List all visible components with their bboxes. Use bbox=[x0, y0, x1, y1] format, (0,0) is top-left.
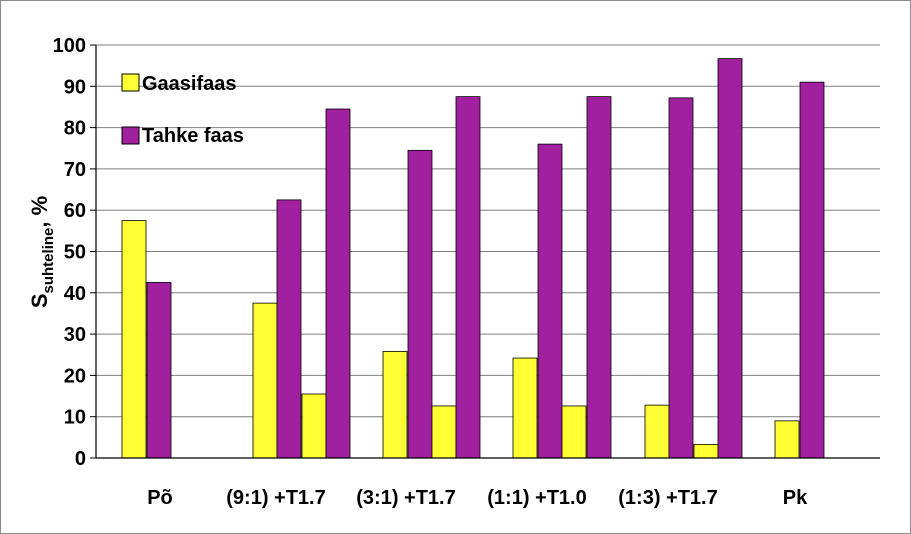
bar-gaasifaas bbox=[693, 443, 719, 459]
bar-tahke-faas bbox=[668, 97, 694, 459]
bar-tahke-faas bbox=[276, 199, 302, 459]
bar-tahke-faas bbox=[325, 108, 351, 459]
bar-gaasifaas bbox=[774, 420, 800, 459]
bar-gaasifaas bbox=[561, 405, 587, 459]
x-category-labels: Põ (9:1) +T1.7 (3:1) +T1.7 (1:1) +T1.0 (1:3)… bbox=[147, 487, 808, 509]
y-tick-label: 70 bbox=[64, 159, 86, 181]
legend: Gaasifaas Tahke faas bbox=[121, 73, 244, 147]
legend-label-tahke-faas: Tahke faas bbox=[142, 125, 244, 147]
bar-gaasifaas bbox=[121, 220, 147, 459]
gridlines bbox=[96, 44, 880, 418]
bar-tahke-faas bbox=[537, 143, 563, 459]
bar-gaasifaas bbox=[301, 393, 327, 459]
y-tick-label: 30 bbox=[64, 324, 86, 346]
y-axis-label-sub: suhteline bbox=[40, 228, 57, 294]
x-category-label: (1:3) +T1.7 bbox=[618, 487, 717, 509]
bars bbox=[121, 58, 825, 459]
bar-gaasifaas bbox=[382, 351, 408, 459]
y-tick-labels: 0 10 20 30 40 50 60 70 80 90 100 bbox=[53, 35, 86, 470]
y-axis-label-main: S bbox=[27, 293, 52, 308]
bar-tahke-faas bbox=[455, 96, 481, 459]
y-tick-label: 10 bbox=[64, 407, 86, 429]
legend-swatch-tahke-faas bbox=[121, 126, 140, 145]
x-category-label: (3:1) +T1.7 bbox=[356, 487, 455, 509]
y-axis-label: Ssuhteline, % bbox=[27, 196, 57, 308]
bar-gaasifaas bbox=[431, 405, 457, 459]
y-tick-label: 100 bbox=[53, 35, 86, 57]
legend-label-gaasifaas: Gaasifaas bbox=[142, 73, 237, 95]
bar-tahke-faas bbox=[146, 282, 172, 459]
y-tick-label: 80 bbox=[64, 118, 86, 140]
y-axis-label-unit: , % bbox=[27, 196, 52, 228]
y-tick-label: 90 bbox=[64, 76, 86, 98]
bar-tahke-faas bbox=[407, 149, 433, 459]
x-category-label: Pk bbox=[783, 487, 808, 509]
y-tick-label: 50 bbox=[64, 242, 86, 264]
bar-tahke-faas bbox=[717, 58, 743, 459]
bar-gaasifaas bbox=[644, 404, 670, 459]
x-category-label: Põ bbox=[147, 487, 173, 509]
axes bbox=[90, 44, 880, 459]
y-tick-label: 0 bbox=[75, 448, 86, 470]
bar-gaasifaas bbox=[252, 302, 278, 459]
y-tick-label: 20 bbox=[64, 365, 86, 387]
bar-tahke-faas bbox=[799, 81, 825, 459]
bar-gaasifaas bbox=[512, 357, 538, 459]
bar-tahke-faas bbox=[586, 96, 612, 459]
x-category-label: (1:1) +T1.0 bbox=[487, 487, 586, 509]
legend-swatch-gaasifaas bbox=[121, 73, 140, 92]
y-tick-label: 60 bbox=[64, 200, 86, 222]
x-category-label: (9:1) +T1.7 bbox=[226, 487, 325, 509]
y-tick-label: 40 bbox=[64, 283, 86, 305]
